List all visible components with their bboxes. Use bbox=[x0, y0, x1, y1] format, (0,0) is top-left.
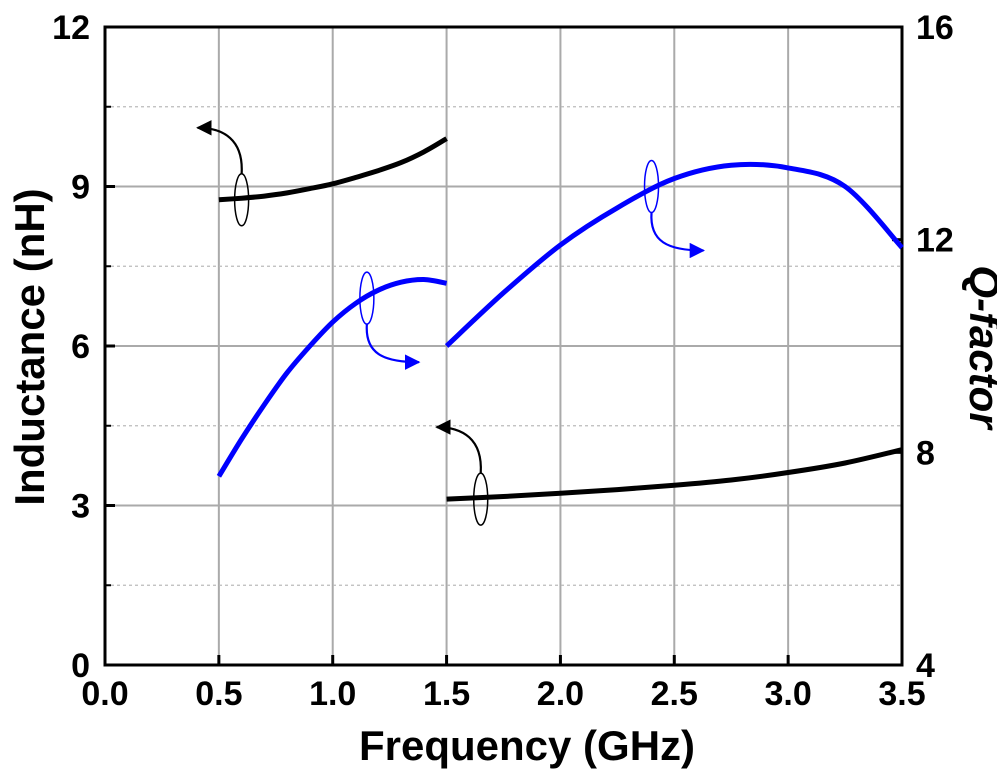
x-tick-label: 0.0 bbox=[81, 675, 128, 713]
inductance-line bbox=[446, 447, 903, 502]
inductance-low-axis-arrow bbox=[196, 120, 243, 174]
ticks bbox=[103, 25, 904, 667]
x-tick-label: 3.0 bbox=[765, 675, 812, 713]
grid bbox=[105, 27, 902, 665]
y-tick-label: 0 bbox=[71, 647, 90, 685]
y2-tick-label: 8 bbox=[916, 434, 935, 472]
x-tick-label: 2.5 bbox=[651, 675, 698, 713]
q-factor-high-axis-arrow bbox=[650, 212, 706, 259]
x-tick-label: 3.5 bbox=[878, 675, 925, 713]
y2-tick-label: 12 bbox=[916, 222, 954, 260]
x-tick-label: 0.5 bbox=[195, 675, 242, 713]
y-tick-label: 6 bbox=[71, 328, 90, 366]
q-factor-line bbox=[444, 161, 904, 348]
y2-tick-label: 16 bbox=[916, 9, 954, 47]
inductance-high-axis-arrow bbox=[435, 419, 482, 474]
x-tick-labels: 0.0 0.5 1.0 1.5 2.0 2.5 3.0 3.5 bbox=[81, 675, 925, 713]
y2-tick-label: 4 bbox=[916, 647, 935, 685]
y2-axis-title: Q-factor bbox=[960, 265, 997, 431]
q-factor-low-axis-arrow bbox=[365, 324, 421, 370]
y-tick-label: 9 bbox=[71, 169, 90, 207]
x-axis-title: Frequency (GHz) bbox=[359, 722, 695, 769]
q-factor-line bbox=[216, 276, 448, 478]
x-tick-label: 2.0 bbox=[537, 675, 584, 713]
y-tick-labels: 0 3 6 9 12 bbox=[52, 9, 90, 685]
series-layer bbox=[216, 136, 904, 502]
y2-tick-labels: 4 8 12 16 bbox=[916, 9, 954, 685]
y-axis-title: Inductance (nH) bbox=[6, 188, 53, 505]
y-tick-label: 3 bbox=[71, 488, 90, 526]
x-tick-label: 1.0 bbox=[309, 675, 356, 713]
annotations bbox=[196, 120, 706, 526]
x-tick-label: 1.5 bbox=[423, 675, 470, 713]
inductance-line bbox=[218, 136, 448, 203]
y-tick-label: 12 bbox=[52, 9, 90, 47]
